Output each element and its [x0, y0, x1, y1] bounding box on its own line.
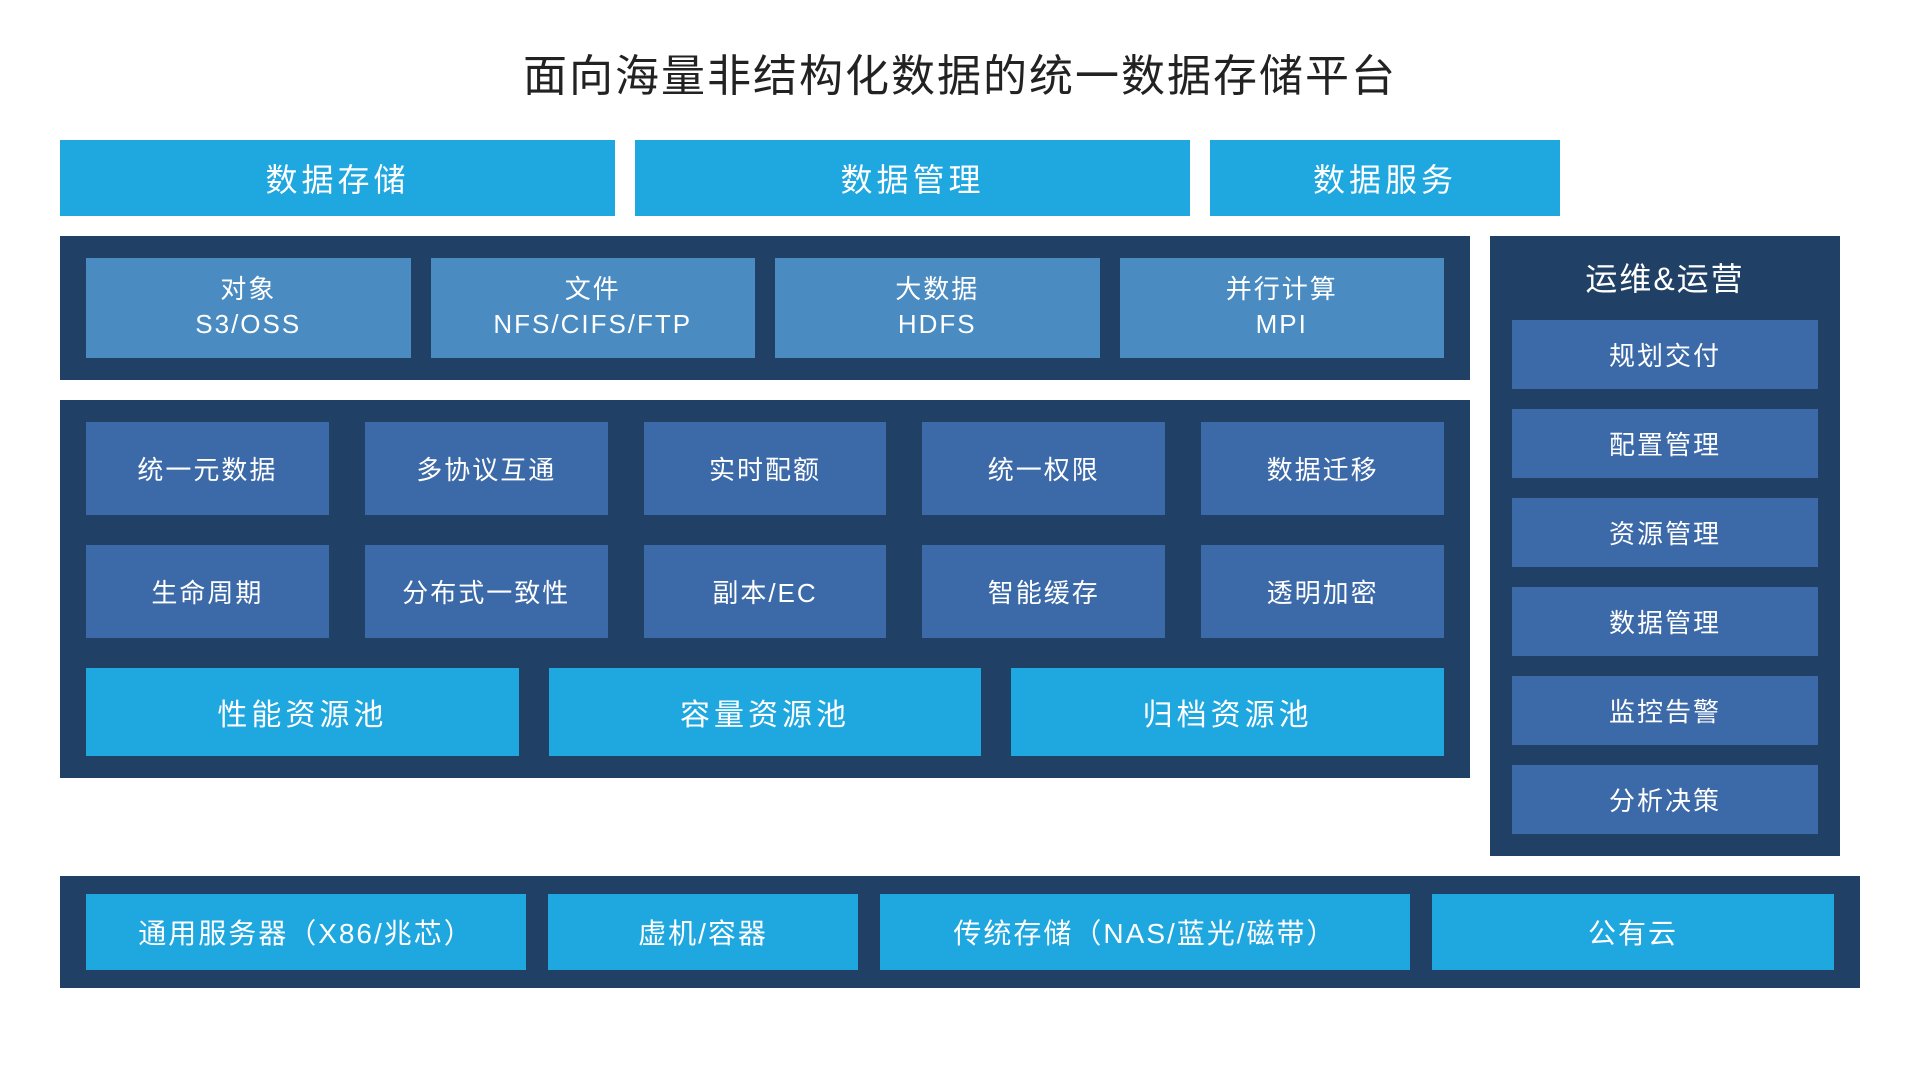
feature-item: 副本/EC: [644, 545, 887, 638]
header-service: 数据服务: [1210, 140, 1560, 216]
page-title: 面向海量非结构化数据的统一数据存储平台: [60, 40, 1860, 104]
feature-item: 分布式一致性: [365, 545, 608, 638]
feature-item: 统一元数据: [86, 422, 329, 515]
feature-item: 多协议互通: [365, 422, 608, 515]
protocol-label: 对象: [86, 272, 411, 307]
infra-panel: 通用服务器（X86/兆芯） 虚机/容器 传统存储（NAS/蓝光/磁带） 公有云: [60, 876, 1860, 988]
pool-capacity: 容量资源池: [549, 668, 982, 756]
ops-item: 数据管理: [1512, 587, 1818, 656]
feature-item: 统一权限: [922, 422, 1165, 515]
feature-item: 数据迁移: [1201, 422, 1444, 515]
ops-item: 配置管理: [1512, 409, 1818, 478]
header-management: 数据管理: [635, 140, 1190, 216]
protocol-panel: 对象 S3/OSS 文件 NFS/CIFS/FTP 大数据 HDFS 并行计算 …: [60, 236, 1470, 380]
protocol-bigdata: 大数据 HDFS: [775, 258, 1100, 358]
header-storage: 数据存储: [60, 140, 615, 216]
pool-archive: 归档资源池: [1011, 668, 1444, 756]
ops-panel: 运维&运营 规划交付 配置管理 资源管理 数据管理 监控告警 分析决策: [1490, 236, 1840, 856]
protocol-file: 文件 NFS/CIFS/FTP: [431, 258, 756, 358]
infra-server: 通用服务器（X86/兆芯）: [86, 894, 526, 970]
ops-item: 资源管理: [1512, 498, 1818, 567]
features-panel: 统一元数据 多协议互通 实时配额 统一权限 数据迁移 生命周期 分布式一致性 副…: [60, 400, 1470, 778]
ops-item: 监控告警: [1512, 676, 1818, 745]
protocol-label: 大数据: [775, 272, 1100, 307]
feature-item: 智能缓存: [922, 545, 1165, 638]
ops-item: 规划交付: [1512, 320, 1818, 389]
pool-performance: 性能资源池: [86, 668, 519, 756]
infra-storage: 传统存储（NAS/蓝光/磁带）: [880, 894, 1410, 970]
protocol-sub: S3/OSS: [86, 307, 411, 342]
protocol-parallel: 并行计算 MPI: [1120, 258, 1445, 358]
feature-item: 实时配额: [644, 422, 887, 515]
header-row: 数据存储 数据管理 数据服务: [60, 140, 1860, 216]
infra-vm: 虚机/容器: [548, 894, 858, 970]
protocol-sub: MPI: [1120, 307, 1445, 342]
protocol-sub: HDFS: [775, 307, 1100, 342]
protocol-object: 对象 S3/OSS: [86, 258, 411, 358]
protocol-label: 并行计算: [1120, 272, 1445, 307]
protocol-sub: NFS/CIFS/FTP: [431, 307, 756, 342]
feature-item: 透明加密: [1201, 545, 1444, 638]
protocol-label: 文件: [431, 272, 756, 307]
ops-title: 运维&运营: [1512, 254, 1818, 300]
infra-cloud: 公有云: [1432, 894, 1834, 970]
feature-item: 生命周期: [86, 545, 329, 638]
ops-item: 分析决策: [1512, 765, 1818, 834]
